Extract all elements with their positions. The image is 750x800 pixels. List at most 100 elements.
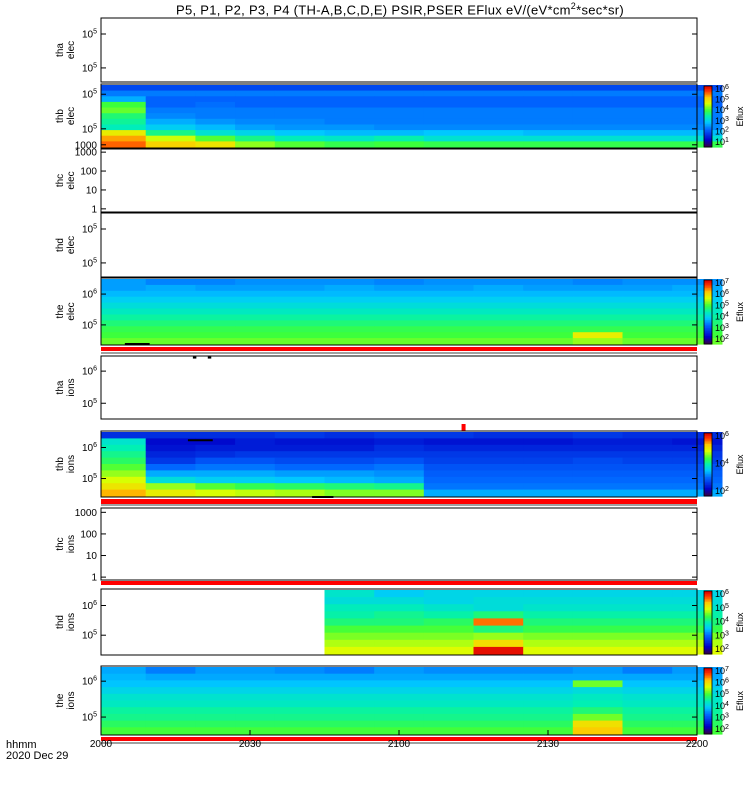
heatmap-cell: [374, 720, 425, 728]
page-title-superscript: 2: [570, 1, 577, 11]
heatmap-cell: [374, 284, 425, 292]
heatmap-cell: [274, 476, 326, 484]
y-tick-label: 1: [91, 573, 97, 584]
y-tick-label: 105: [82, 123, 97, 135]
colorbar-step: [704, 722, 712, 725]
colorbar-step: [704, 433, 712, 436]
heatmap-cell: [423, 464, 475, 471]
colorbar-step: [704, 674, 712, 677]
colorbar-step: [704, 334, 712, 337]
colorbar-step: [704, 488, 712, 491]
heatmap-cell: [235, 693, 276, 702]
colorbar-step: [704, 313, 712, 316]
colorbar-step: [704, 133, 712, 136]
heatmap-cell: [622, 693, 673, 702]
heatmap-cell: [195, 101, 236, 109]
colorbar-step: [704, 477, 712, 480]
heatmap-cell: [473, 625, 524, 634]
colorbar-step: [704, 113, 712, 116]
heatmap-cell: [374, 713, 425, 722]
colorbar-step: [704, 136, 712, 139]
heatmap-cell: [324, 457, 375, 465]
heatmap-cell: [235, 687, 276, 695]
heatmap-cell: [101, 438, 147, 446]
y-tick-label: 106: [82, 676, 97, 688]
heatmap-cell: [145, 332, 196, 339]
y-tick-label: 10: [86, 185, 98, 196]
colorbar-step: [704, 134, 712, 137]
heatmap-cell: [101, 464, 147, 471]
heatmap-cell: [473, 338, 524, 345]
heatmap-cell: [324, 604, 375, 612]
heatmap-cell: [324, 489, 375, 497]
heatmap-cell: [423, 314, 475, 321]
heatmap-cell: [195, 470, 236, 478]
heatmap-cell: [324, 279, 375, 286]
heatmap-cell: [523, 483, 574, 491]
heatmap-cell: [374, 476, 425, 484]
colorbar-step: [704, 598, 712, 601]
heatmap-cell: [235, 444, 276, 452]
heatmap-cell: [324, 96, 375, 103]
heatmap-cell: [324, 141, 375, 148]
colorbar-step: [704, 299, 712, 302]
heatmap-cell: [274, 135, 326, 142]
heatmap-cell: [324, 432, 375, 439]
heatmap-cell: [423, 483, 475, 491]
heatmap-cell: [622, 338, 673, 345]
colorbar-step: [704, 105, 712, 108]
heatmap-cell: [324, 483, 375, 491]
colorbar-step: [704, 632, 712, 635]
heatmap-cell: [572, 727, 624, 735]
heatmap-cell: [523, 135, 574, 142]
heatmap-cell: [374, 308, 425, 315]
heatmap-cell: [235, 135, 276, 142]
colorbar-step: [704, 86, 712, 88]
heatmap-cell: [324, 438, 375, 446]
heatmap-cell: [235, 680, 276, 688]
heatmap-cell: [195, 284, 236, 292]
colorbar-tick-label: 105: [715, 95, 729, 105]
heatmap-cell: [423, 302, 475, 310]
flag-marker: [461, 424, 466, 431]
heatmap-cell: [473, 90, 524, 97]
colorbar-step: [704, 467, 712, 470]
colorbar-tick-label: 101: [715, 137, 729, 147]
colorbar-step: [704, 115, 712, 117]
colorbar-step: [704, 456, 712, 459]
heatmap-cell: [101, 290, 147, 298]
colorbar-tick-label: 103: [715, 712, 729, 722]
heatmap-cell: [374, 673, 425, 681]
colorbar-step: [704, 139, 712, 142]
heatmap-cell: [523, 118, 574, 125]
panel-frame: [100, 588, 698, 656]
heatmap-cell: [572, 308, 624, 315]
colorbar-step: [704, 725, 712, 728]
panel-frame: [100, 355, 698, 420]
heatmap-cell: [145, 667, 196, 675]
colorbar-step: [704, 320, 712, 323]
heatmap-cell: [423, 451, 475, 459]
heatmap-cell: [622, 279, 673, 286]
y-axis-label: thcions: [55, 535, 77, 553]
colorbar-step: [704, 440, 712, 443]
colorbar-step: [704, 681, 712, 684]
colorbar-frame: [703, 85, 713, 148]
heatmap-cell: [324, 646, 375, 655]
heatmap-cell: [423, 700, 475, 708]
colorbar-step: [704, 455, 712, 458]
heatmap-cell: [473, 279, 524, 286]
colorbar-step: [704, 720, 712, 723]
heatmap-cell: [274, 673, 326, 681]
heatmap-cell: [101, 432, 147, 439]
colorbar-step: [704, 707, 712, 710]
heatmap-cell: [195, 279, 236, 286]
y-axis-label: theions: [55, 691, 77, 709]
heatmap-cell: [145, 687, 196, 695]
heatmap-cell: [523, 646, 574, 655]
colorbar-step: [704, 485, 712, 488]
colorbar-step: [704, 494, 712, 497]
heatmap-cell: [145, 432, 196, 439]
heatmap-cell: [572, 464, 624, 471]
heatmap-cell: [622, 720, 673, 728]
